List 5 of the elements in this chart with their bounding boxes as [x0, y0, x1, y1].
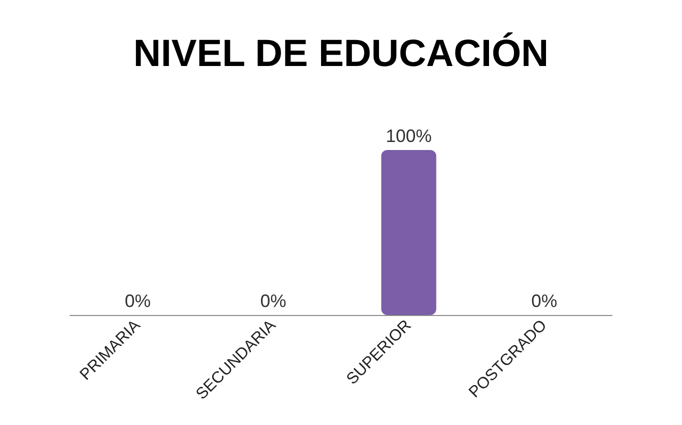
- chart-title: NIVEL DE EDUCACIÓN: [133, 32, 549, 75]
- data-label: 100%: [386, 126, 432, 146]
- data-label: 0%: [531, 291, 558, 311]
- data-label: 0%: [260, 291, 286, 311]
- data-label: 0%: [124, 291, 151, 311]
